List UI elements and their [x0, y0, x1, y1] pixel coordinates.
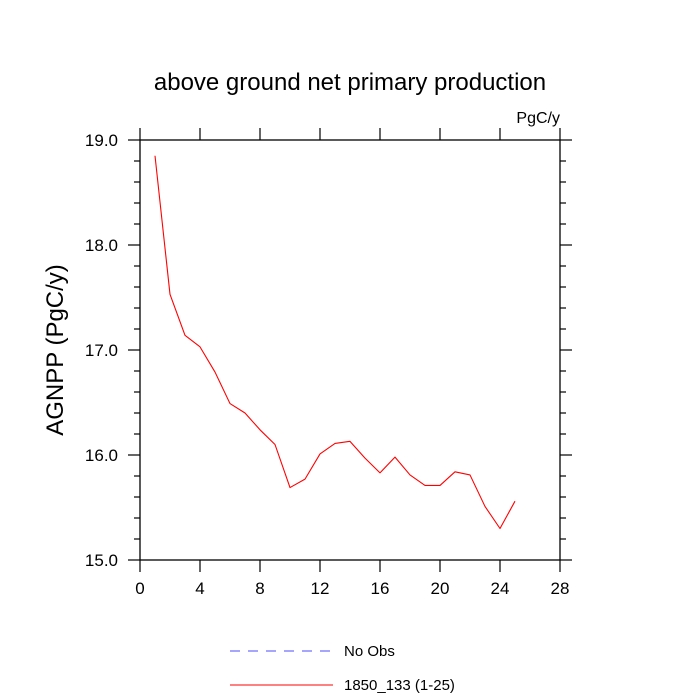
y-axis-label: AGNPP (PgC/y): [42, 264, 69, 436]
plot-frame: [139, 139, 561, 561]
series-layer: [154, 155, 516, 530]
x-tick-label: 12: [311, 579, 330, 598]
legend-label: 1850_133 (1-25): [344, 677, 455, 694]
x-tick-label: 4: [195, 579, 204, 598]
x-tick-label: 0: [135, 579, 144, 598]
y-tick-label: 15.0: [85, 551, 118, 570]
x-tick-label: 20: [431, 579, 450, 598]
chart-title: above ground net primary production: [154, 69, 546, 96]
axis-ticks: [128, 128, 572, 572]
plot-border: [139, 139, 561, 561]
x-tick-label: 24: [491, 579, 510, 598]
x-tick-label: 8: [255, 579, 264, 598]
x-tick-label: 28: [551, 579, 570, 598]
legend-label: No Obs: [344, 643, 395, 660]
x-tick-label: 16: [371, 579, 390, 598]
legend: No Obs 1850_133 (1-25): [230, 643, 455, 694]
y-tick-label: 17.0: [85, 341, 118, 360]
y-tick-label: 18.0: [85, 236, 118, 255]
y-tick-label: 16.0: [85, 446, 118, 465]
tick-labels: 0 4 8 12 16 20 24 28 15.0 16.0 17.0 18.0 19.0: [85, 131, 570, 598]
units-label: PgC/y: [516, 110, 560, 127]
y-tick-label: 19.0: [85, 131, 118, 150]
series-line: [154, 155, 516, 530]
